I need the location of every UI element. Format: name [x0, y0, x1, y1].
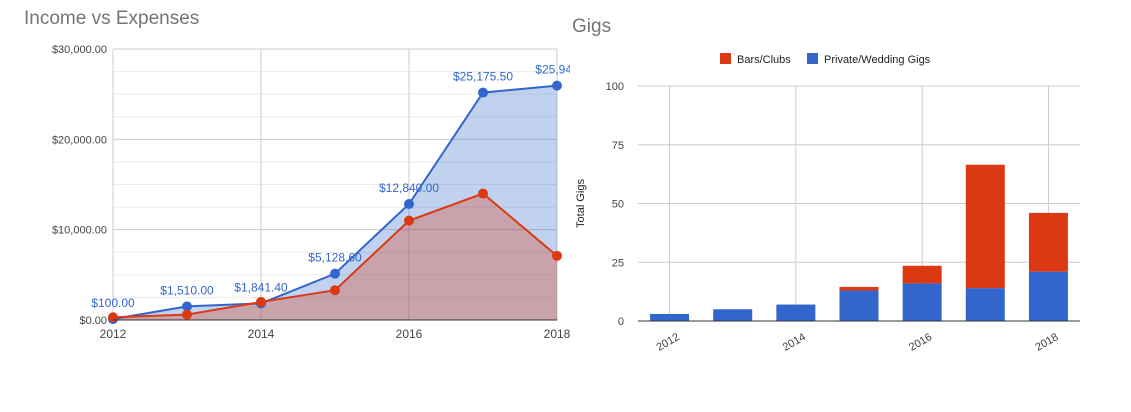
bar-private-wedding — [902, 283, 942, 321]
x-tick-label: 2014 — [781, 331, 808, 354]
income-expenses-plot: $100.00 $1,510.00 $1,841.40 $5,128.60 $12,84… — [52, 44, 570, 341]
series-2-point — [256, 296, 266, 307]
gigs-chart: Gigs Bars/Clubs Private/Wedding Gigs 0 25 50… — [570, 0, 1131, 412]
series-1-point — [182, 301, 192, 312]
y-tick-label: $10,000.00 — [52, 225, 107, 237]
y-tick-label: 100 — [606, 81, 624, 93]
series-2-point — [182, 309, 192, 320]
y-tick-label: $0.00 — [79, 315, 107, 327]
bar-bars-clubs — [1028, 212, 1068, 272]
y-tick-label: 50 — [612, 199, 624, 211]
y-tick-label: $30,000.00 — [52, 44, 107, 56]
series-1-point — [404, 199, 414, 210]
series-2-point — [330, 285, 340, 296]
bar-private-wedding — [713, 309, 753, 321]
data-label: $1,510.00 — [160, 283, 214, 297]
y-tick-label: $20,000.00 — [52, 134, 107, 146]
series-2-point — [404, 215, 414, 226]
data-label: $25,945 — [535, 63, 570, 77]
series-2-area — [113, 193, 557, 320]
data-label: $25,175.50 — [453, 70, 513, 84]
x-tick-label: 2018 — [544, 327, 570, 341]
series-1-area — [113, 85, 557, 321]
x-tick-label: 2014 — [248, 327, 275, 341]
legend-label: Bars/Clubs — [737, 54, 791, 66]
bar-bars-clubs — [902, 265, 942, 284]
series-1-point — [478, 87, 488, 98]
x-tick-label: 2012 — [654, 331, 681, 354]
legend-label: Private/Wedding Gigs — [824, 54, 931, 66]
series-1-point — [330, 268, 340, 279]
bar-private-wedding — [965, 288, 1005, 321]
y-tick-label: 75 — [612, 140, 624, 152]
legend-swatch — [720, 53, 731, 64]
series-2-point — [108, 312, 118, 323]
data-label: $5,128.60 — [308, 251, 362, 265]
data-label: $1,841.40 — [234, 280, 288, 294]
data-label: $100.00 — [91, 296, 135, 310]
bar-private-wedding — [1028, 271, 1068, 321]
x-tick-label: 2016 — [907, 331, 934, 354]
chart-title: Income vs Expenses — [24, 8, 200, 29]
y-tick-label: 0 — [618, 316, 624, 328]
series-1-point — [552, 80, 562, 91]
y-tick-label: 25 — [612, 257, 624, 269]
x-tick-label: 2012 — [100, 327, 127, 341]
bar-private-wedding — [650, 313, 690, 321]
data-label: $12,840.00 — [379, 181, 439, 195]
legend-swatch — [807, 53, 818, 64]
bar-bars-clubs — [965, 164, 1005, 289]
gigs-plot: Bars/Clubs Private/Wedding Gigs 0 25 50 75 100… — [575, 53, 1080, 354]
chart-title: Gigs — [572, 16, 612, 37]
income-vs-expenses-chart: Income vs Expenses $100.00 $1,510.00 $1,84… — [24, 8, 570, 341]
bar-private-wedding — [839, 290, 879, 321]
x-tick-label: 2018 — [1033, 331, 1060, 354]
series-2-point — [552, 250, 562, 261]
x-tick-label: 2016 — [396, 327, 423, 341]
y-axis-title: Total Gigs — [575, 179, 587, 228]
bar-bars-clubs — [839, 286, 879, 291]
series-2-point — [478, 188, 488, 199]
bar-private-wedding — [776, 304, 816, 321]
